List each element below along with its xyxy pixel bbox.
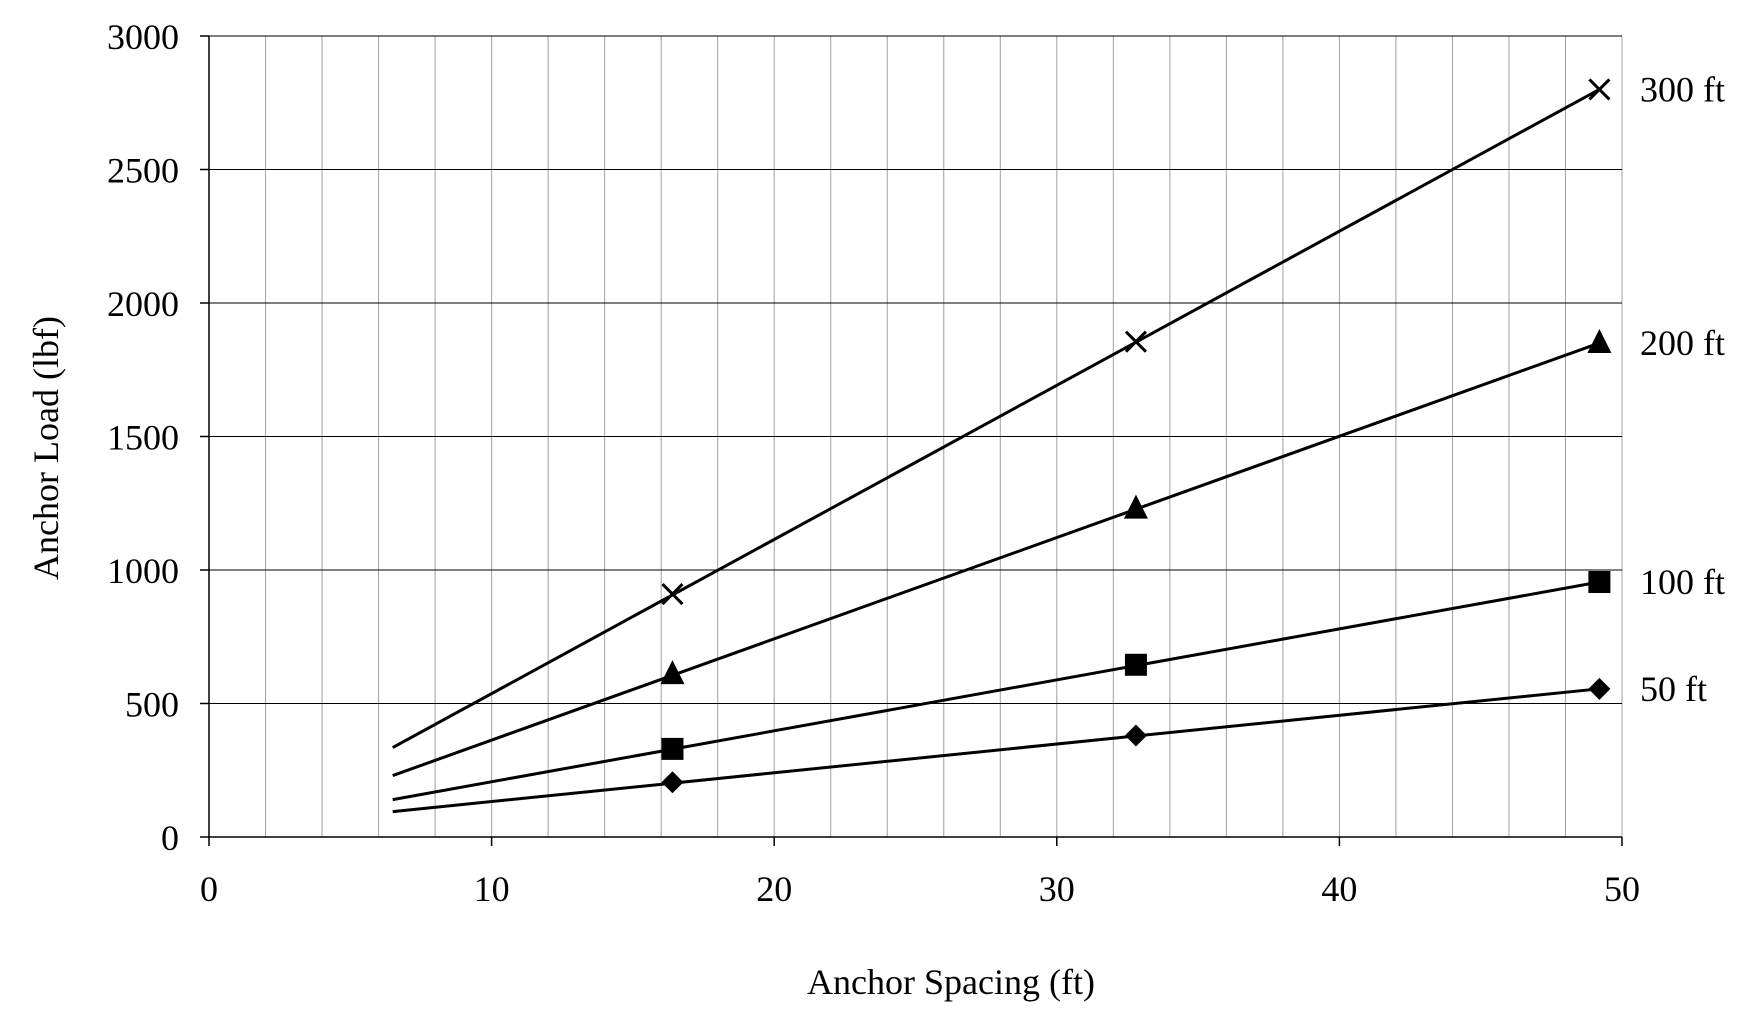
y-axis-title: Anchor Load (lbf) (26, 316, 66, 580)
series-100-ft (392, 571, 1611, 802)
data-point-300-ft (1588, 78, 1611, 101)
y-tick-label: 1500 (107, 418, 179, 458)
data-point-100-ft (1588, 571, 1611, 594)
series-50-ft (392, 677, 1611, 814)
series-200-ft (392, 329, 1612, 778)
series-line-50-ft (392, 687, 1600, 814)
data-point-200-ft (1123, 494, 1148, 519)
y-tick-label: 0 (161, 818, 179, 858)
series-300-ft (391, 78, 1611, 749)
y-tick-label: 500 (125, 685, 179, 725)
x-tick-label: 30 (1039, 869, 1075, 909)
series-labels: 50 ft 100 ft 200 ft 300 ft (1640, 69, 1725, 708)
data-point-100-ft (1124, 653, 1147, 676)
y-tick-label: 2500 (107, 151, 179, 191)
axes: 0 500 1000 1500 2000 2500 3000 0 10 20 30 40 50 (107, 17, 1640, 909)
x-tick-label: 10 (474, 869, 510, 909)
data-point-50-ft (1124, 724, 1147, 747)
series-label-200-ft: 200 ft (1640, 323, 1725, 363)
series-label-300-ft: 300 ft (1640, 69, 1725, 109)
y-tick-label: 2000 (107, 284, 179, 324)
x-tick-label: 20 (756, 869, 792, 909)
data-point-300-ft (661, 582, 684, 606)
series-group (391, 78, 1612, 814)
data-point-300-ft (1124, 330, 1147, 353)
series-label-100-ft: 100 ft (1640, 562, 1725, 602)
x-tick-label: 0 (200, 869, 218, 909)
series-label-50-ft: 50 ft (1640, 669, 1707, 709)
data-point-50-ft (661, 771, 684, 794)
data-point-200-ft (660, 660, 685, 685)
data-point-100-ft (661, 737, 684, 760)
series-line-200-ft (392, 341, 1600, 778)
x-tick-label: 40 (1321, 869, 1357, 909)
data-point-50-ft (1588, 677, 1611, 700)
series-line-300-ft (391, 88, 1601, 749)
series-line-100-ft (392, 580, 1600, 802)
data-point-200-ft (1587, 329, 1612, 354)
x-tick-label: 50 (1604, 869, 1640, 909)
x-axis-title: Anchor Spacing (ft) (807, 962, 1095, 1002)
grid-lines (209, 35, 1623, 837)
y-tick-label: 3000 (107, 17, 179, 57)
y-tick-label: 1000 (107, 551, 179, 591)
